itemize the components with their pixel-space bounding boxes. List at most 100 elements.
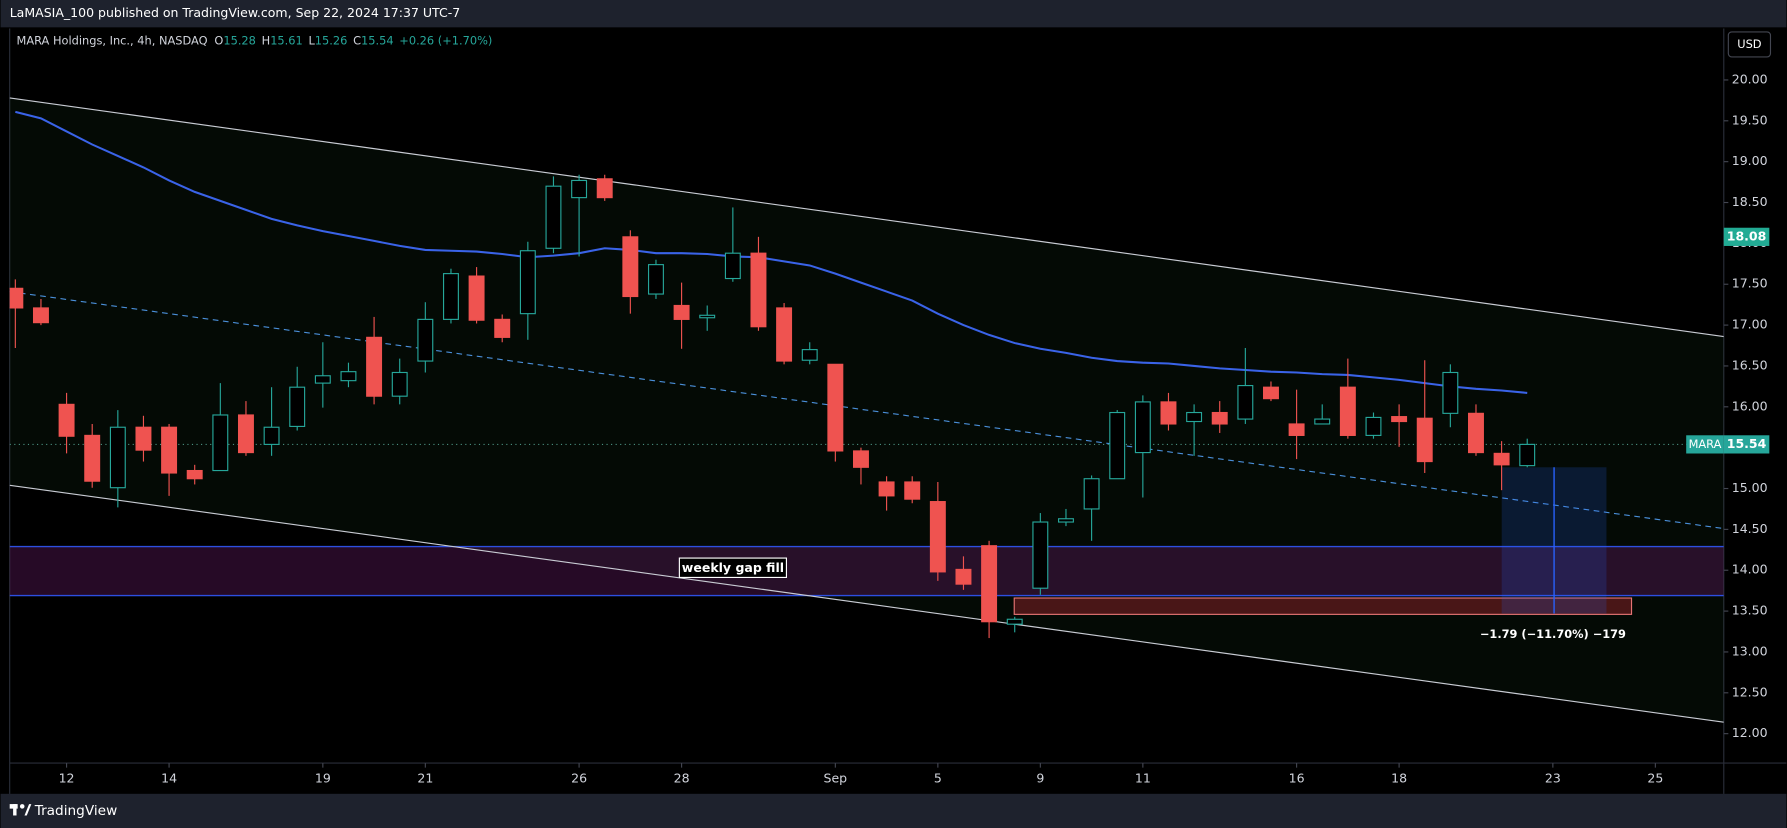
legend-change: +0.26 (+1.70%) xyxy=(399,34,492,48)
candle-body xyxy=(109,426,126,489)
candle-body xyxy=(955,568,972,585)
candle-body xyxy=(929,501,946,573)
brand: TradingView xyxy=(34,803,118,819)
candle-body xyxy=(1288,423,1305,436)
candle-body xyxy=(596,178,613,199)
candle-body xyxy=(186,469,203,480)
legend-value: 15.54 xyxy=(361,34,394,48)
candle-body xyxy=(1211,411,1228,425)
candle-body xyxy=(981,545,998,623)
candle-body xyxy=(161,426,178,474)
candle-body xyxy=(212,414,229,472)
moving-average xyxy=(15,110,1528,394)
candle-body xyxy=(622,236,639,298)
legend-key: O xyxy=(214,34,223,48)
candle-body xyxy=(1083,478,1100,510)
candle-body xyxy=(647,264,664,295)
candle-body xyxy=(776,307,793,362)
candle-body xyxy=(289,386,306,427)
candle-body xyxy=(1134,401,1151,454)
candle-body xyxy=(852,450,869,468)
currency[interactable]: USD xyxy=(1737,37,1762,51)
candle-body xyxy=(1109,411,1126,480)
x-tick-label: 28 xyxy=(674,771,690,786)
candle-body xyxy=(494,318,511,338)
candle-body xyxy=(314,375,331,384)
candle-body xyxy=(1263,386,1279,400)
gap-zone xyxy=(9,546,1724,596)
y-tick-label: 13.50 xyxy=(1732,603,1768,618)
gap-label: weekly gap fill xyxy=(682,560,784,575)
candle-body xyxy=(827,363,844,452)
y-tick-label: 14.50 xyxy=(1732,521,1768,536)
candle-body xyxy=(1186,411,1203,423)
y-tick-label: 18.50 xyxy=(1732,194,1768,209)
candle-body xyxy=(904,481,921,500)
x-tick-label: 23 xyxy=(1545,771,1561,786)
last-price-tag xyxy=(1723,435,1770,454)
candle-body xyxy=(699,314,716,319)
candle-body xyxy=(1339,386,1356,436)
target-zone xyxy=(1013,597,1633,615)
candle-body xyxy=(673,304,690,320)
y-tick-label: 20.00 xyxy=(1732,71,1768,86)
candle-body xyxy=(442,273,459,320)
y-tick-label: 19.00 xyxy=(1732,153,1768,168)
candle-body xyxy=(468,275,485,321)
last-price-label: 15.54 xyxy=(1727,436,1767,451)
candle-body xyxy=(724,252,741,280)
publisher-line: LaMASIA_100 published on TradingView.com… xyxy=(10,5,461,20)
trendline xyxy=(9,291,1724,530)
candle-body xyxy=(32,307,49,324)
y-tick-label: 19.50 xyxy=(1732,112,1768,127)
x-tick-label: 14 xyxy=(161,771,177,786)
candle-body xyxy=(340,371,357,382)
legend-key: H xyxy=(262,34,271,48)
x-tick-label: 25 xyxy=(1647,771,1663,786)
candle-body xyxy=(135,426,152,451)
candle-body xyxy=(1237,384,1254,420)
legend-title: MARA Holdings, Inc., 4h, NASDAQ xyxy=(17,34,208,48)
y-tick-label: 17.00 xyxy=(1732,317,1768,332)
plot: weekly gap fill xyxy=(9,97,1724,723)
price-tag-label: 18.08 xyxy=(1727,228,1767,243)
legend-value: 15.28 xyxy=(223,34,256,48)
candle-body xyxy=(1442,371,1459,414)
x-tick-label: 5 xyxy=(934,771,942,786)
candle-body xyxy=(1416,417,1433,463)
candle-body xyxy=(750,252,767,328)
candle-body xyxy=(1391,416,1408,423)
candle-body xyxy=(263,426,280,445)
symbol-tag-label: MARA xyxy=(1689,437,1722,451)
candle-body xyxy=(801,349,818,361)
y-tick-label: 12.00 xyxy=(1732,725,1768,740)
candle-body xyxy=(417,318,434,362)
gap-label-box xyxy=(678,557,788,579)
candle-body xyxy=(878,481,895,497)
x-tick-label: 18 xyxy=(1391,771,1407,786)
candle-body xyxy=(391,371,408,397)
candle-body xyxy=(1493,452,1510,466)
x-tick-label: 11 xyxy=(1135,771,1151,786)
legend-value: 15.26 xyxy=(315,34,348,48)
legend-key: C xyxy=(353,34,361,48)
currency-button[interactable] xyxy=(1727,31,1772,58)
candle-body xyxy=(1058,518,1074,523)
candle-body xyxy=(1519,443,1536,467)
x-tick-label: 9 xyxy=(1036,771,1044,786)
candle-body xyxy=(366,336,383,397)
x-tick-label: 26 xyxy=(571,771,587,786)
candle-body xyxy=(84,434,101,482)
price-tag xyxy=(1723,227,1770,246)
y-tick-label: 16.00 xyxy=(1732,398,1768,413)
tv-logo xyxy=(9,804,32,816)
candle-body xyxy=(9,287,24,309)
x-tick-label: 16 xyxy=(1289,771,1305,786)
candle-body xyxy=(519,250,536,315)
y-tick-label: 13.00 xyxy=(1732,643,1768,658)
measure-label: −1.79 (−11.70%) −179 xyxy=(1480,627,1626,641)
x-tick-label: 12 xyxy=(59,771,75,786)
y-tick-label: 16.50 xyxy=(1732,357,1768,372)
candle-body xyxy=(1468,412,1484,454)
